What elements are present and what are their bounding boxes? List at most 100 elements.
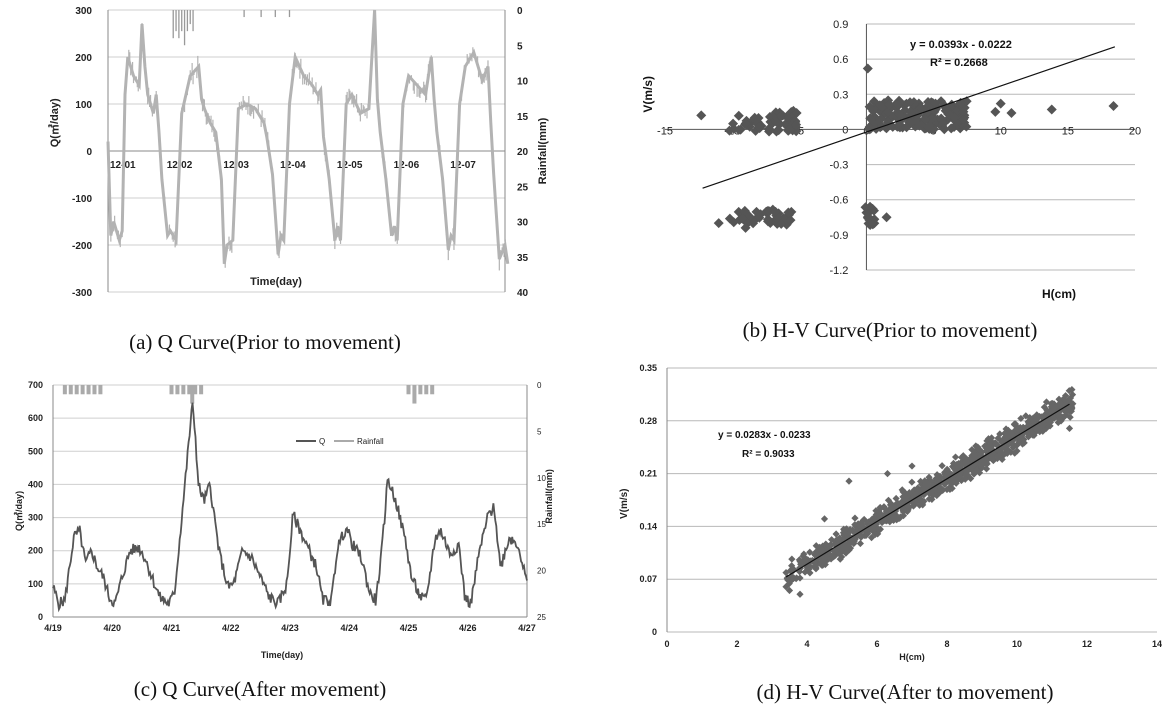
data-point <box>856 530 864 538</box>
data-point <box>1038 413 1046 421</box>
data-point <box>949 478 957 487</box>
data-point <box>881 212 892 223</box>
y-tick-label: 0 <box>842 124 848 136</box>
x-tick-label: 4/22 <box>222 623 240 633</box>
y2-tick-label: 30 <box>517 218 529 229</box>
data-point <box>771 116 782 127</box>
data-point <box>1009 443 1017 452</box>
y-tick-label: 600 <box>28 413 43 423</box>
y-tick-label: 0 <box>652 627 657 637</box>
data-point <box>1017 426 1025 435</box>
data-point <box>754 212 765 223</box>
data-point <box>773 125 784 136</box>
data-point <box>908 478 916 486</box>
x-axis-label: H(cm) <box>1042 287 1076 301</box>
data-point <box>884 513 892 521</box>
data-point <box>1108 101 1119 111</box>
data-point <box>893 504 901 512</box>
data-point <box>1030 431 1038 439</box>
data-point <box>899 111 910 122</box>
data-point <box>951 106 962 117</box>
data-point <box>933 491 941 500</box>
data-point <box>973 455 981 463</box>
x-axis-label: H(cm) <box>899 652 925 662</box>
rainfall-bar <box>418 385 423 395</box>
y-tick-label: 500 <box>28 446 43 456</box>
y-tick-label: 200 <box>28 546 43 556</box>
y-tick-label: 100 <box>28 579 43 589</box>
x-tick-label: 2 <box>734 639 739 649</box>
data-point <box>859 516 867 525</box>
data-point <box>949 459 958 467</box>
data-point <box>876 505 884 513</box>
y-tick-label: 700 <box>28 380 43 390</box>
y-tick-label: -0.9 <box>829 230 848 242</box>
x-tick-label: 12-05 <box>337 160 363 171</box>
data-point <box>1042 412 1050 421</box>
data-point <box>1066 394 1075 402</box>
x-tick-label: 12-07 <box>450 160 476 171</box>
data-point <box>975 445 984 454</box>
data-point <box>882 117 893 128</box>
data-point <box>984 435 993 443</box>
x-tick-label: 4/23 <box>281 623 299 633</box>
x-axis-label: Time(day) <box>250 276 302 288</box>
data-point <box>1046 104 1057 115</box>
y-tick-label: -200 <box>72 241 92 252</box>
data-point <box>898 497 907 505</box>
rainfall-bar <box>98 385 103 395</box>
rainfall-bar <box>424 385 429 395</box>
y-tick-label: 0.14 <box>639 521 657 531</box>
y-tick-label: -100 <box>72 194 92 205</box>
data-point <box>724 125 735 136</box>
data-point <box>920 105 931 116</box>
y2-tick-label: 25 <box>517 182 529 193</box>
data-point <box>959 452 967 460</box>
chart-b: 0.90.60.30-0.3-0.6-0.9-1.2-15-10-5051015… <box>590 0 1169 310</box>
y-axis-label: V(m/s) <box>619 488 630 519</box>
chart-a: -300 -200 -100 0 100 200 300 0 5 10 15 20 25 30 35 40 12… <box>0 0 560 310</box>
x-tick-label: 12-06 <box>394 160 420 171</box>
data-point <box>1047 403 1055 411</box>
data-point <box>1056 416 1064 424</box>
data-point <box>791 119 802 130</box>
rainfall-bar <box>68 385 73 395</box>
data-point <box>764 124 775 135</box>
rainfall-bar <box>181 385 186 395</box>
data-point <box>901 98 912 109</box>
data-point <box>1016 435 1024 443</box>
data-point <box>733 124 744 135</box>
data-point <box>737 213 748 224</box>
data-point <box>764 206 775 217</box>
caption-d: (d) H-V Curve(After to movement) <box>756 680 1054 704</box>
y-tick-label: 0.9 <box>833 19 848 31</box>
data-point <box>903 492 911 500</box>
trendline <box>702 46 1116 189</box>
data-point <box>996 443 1004 452</box>
data-point <box>1069 400 1077 408</box>
data-point <box>901 489 909 497</box>
data-point <box>713 218 724 229</box>
data-point <box>787 111 798 122</box>
y-axis-label: Q(㎥/day) <box>47 98 61 147</box>
data-point <box>870 514 879 522</box>
data-point <box>886 507 894 515</box>
data-point <box>968 455 976 463</box>
data-point <box>915 494 923 502</box>
caption-c: (c) Q Curve(After movement) <box>133 677 387 701</box>
x-tick-label: 4/19 <box>44 623 62 633</box>
data-point <box>868 106 879 117</box>
data-point <box>935 489 943 498</box>
y2-tick-label: 10 <box>517 77 529 88</box>
series-q-line <box>106 9 510 265</box>
trend-equation: y = 0.0283x - 0.0233 <box>718 430 811 441</box>
y2-tick-label: 10 <box>537 474 546 483</box>
data-point <box>1065 424 1074 432</box>
y2-tick-label: 0 <box>537 381 542 390</box>
data-point <box>892 99 903 110</box>
chart-c: 0 100 200 300 400 500 600 700 0 5 10 15 20 25 4/19 4/20… <box>0 375 560 665</box>
chart-a-svg: -300 -200 -100 0 100 200 300 0 5 10 15 20 25 30 35 40 12… <box>47 6 549 299</box>
data-point <box>983 444 991 452</box>
y2-tick-label: 20 <box>517 147 529 158</box>
data-point <box>724 213 735 224</box>
